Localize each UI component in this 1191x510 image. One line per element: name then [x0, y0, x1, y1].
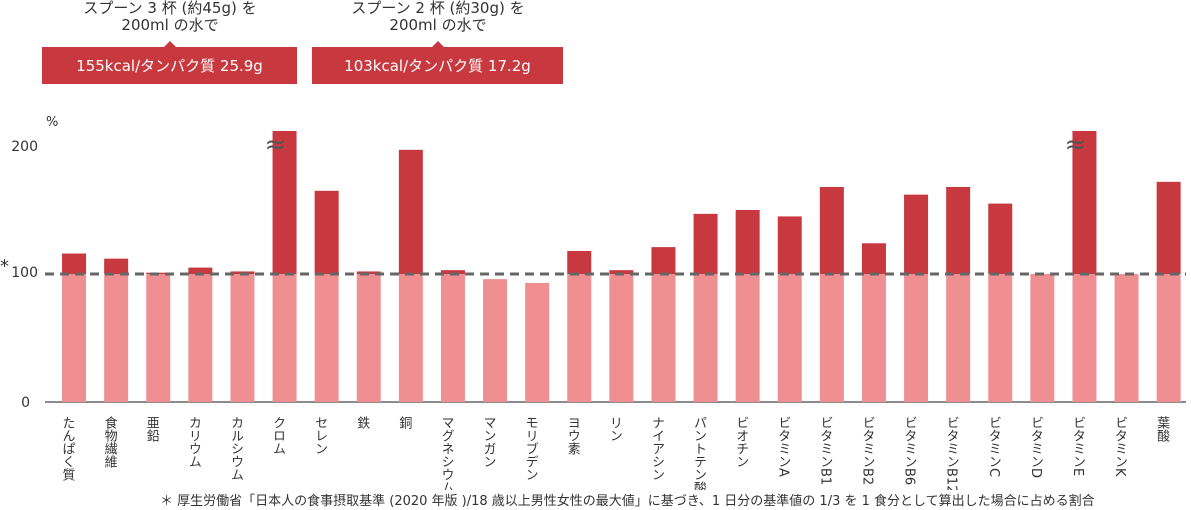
bar-excess-25	[1072, 131, 1097, 274]
category-label-8: 鉄	[354, 416, 370, 429]
bar-base-22	[946, 274, 971, 402]
category-label-1: たんぱく質	[60, 416, 76, 482]
category-label-5: カルシウム	[228, 416, 243, 481]
bar-base-11	[483, 279, 508, 402]
bar-base-10	[440, 274, 465, 402]
bar-excess-18	[777, 216, 802, 274]
bar-base-7	[314, 274, 339, 402]
caption-left-line2: 200ml の水で	[121, 16, 219, 34]
bar-base-25	[1072, 274, 1097, 402]
category-label-25: ビタミンE	[1070, 416, 1085, 476]
caption-right-value-badge: 103kcal/タンパク質 17.2g	[312, 41, 563, 84]
category-label-6: クロム	[270, 416, 285, 455]
bar-base-15	[651, 274, 676, 402]
caption-right-line1: スプーン 2 杯 (約30g) を	[351, 0, 525, 17]
bar-excess-23	[988, 203, 1013, 274]
bar-base-21	[904, 274, 929, 402]
bar-base-9	[398, 274, 423, 402]
category-label-16: パントテン酸	[691, 416, 707, 490]
bar-excess-27	[1156, 181, 1181, 274]
category-label-17: ビオチン	[733, 416, 748, 468]
bar-excess-17	[735, 210, 760, 274]
bar-base-6	[272, 274, 297, 402]
bar-excess-15	[651, 247, 676, 274]
axis-break-mark-6: ≈	[265, 130, 287, 160]
bar-excess-21	[904, 194, 929, 274]
bar-base-1	[62, 274, 87, 402]
bars-group: ≈ ≈	[62, 130, 1181, 402]
bar-base-24	[1030, 274, 1055, 402]
category-label-4: カリウム	[186, 416, 201, 468]
bar-excess-13	[567, 250, 592, 274]
bar-excess-9	[398, 149, 423, 274]
bar-excess-7	[314, 190, 339, 274]
bar-base-2	[104, 274, 129, 402]
bar-base-18	[777, 274, 802, 402]
category-label-9: 銅	[396, 416, 412, 429]
bar-base-16	[693, 274, 718, 402]
bar-excess-2	[104, 258, 129, 274]
caption-left-value-badge: 155kcal/タンパク質 25.9g	[42, 41, 297, 84]
footnote: ＊ 厚生労働省「日本人の食事摂取基準 (2020 年版 )/18 歳以上男性女性…	[160, 494, 1095, 509]
bar-excess-16	[693, 213, 718, 274]
bar-base-23	[988, 274, 1013, 402]
bar-excess-10	[440, 270, 465, 274]
category-label-19: ビタミンB1	[817, 416, 832, 485]
category-label-20: ビタミンB2	[859, 416, 874, 485]
bar-base-13	[567, 274, 592, 402]
category-label-22: ビタミンB12	[944, 416, 959, 490]
category-label-14: リン	[607, 416, 622, 442]
category-label-24: ビタミンD	[1028, 416, 1043, 478]
category-label-11: マンガン	[481, 416, 496, 468]
category-label-27: 葉酸	[1154, 416, 1170, 442]
bar-excess-22	[946, 186, 971, 274]
bar-base-12	[525, 282, 550, 402]
reference-asterisk: *	[0, 256, 9, 277]
y-tick-0: 0	[21, 395, 30, 411]
bar-excess-4	[188, 267, 213, 274]
bar-excess-20	[861, 243, 886, 274]
category-label-10: マグネシウム	[438, 416, 454, 490]
category-label-15: ナイアシン	[649, 416, 664, 481]
bar-excess-1	[62, 253, 87, 274]
category-label-21: ビタミンB6	[902, 416, 917, 485]
bar-base-4	[188, 274, 213, 402]
bar-base-5	[230, 274, 255, 402]
category-label-13: ヨウ素	[565, 416, 581, 455]
category-label-3: 亜鉛	[144, 416, 160, 442]
category-label-12: モリブデン	[523, 416, 538, 481]
bar-base-17	[735, 274, 760, 402]
category-label-7: セレン	[312, 416, 328, 455]
axis-break-mark-25: ≈	[1064, 130, 1086, 160]
category-label-23: ビタミンC	[986, 416, 1001, 477]
bar-base-8	[356, 274, 381, 402]
caption-right-line2: 200ml の水で	[389, 16, 487, 34]
category-labels: たんぱく質 食物繊維 亜鉛 カリウム カルシウム クロム セレン 鉄 銅 マグネシウム マンガン モリ…	[60, 415, 1170, 490]
nutrient-bar-chart: % 0 100 200 * ≈ ≈ たんぱく質 食物繊維 亜鉛 カリウム カルシウム クロム…	[0, 115, 1186, 490]
y-tick-100: 100	[11, 265, 38, 281]
bar-base-20	[861, 274, 886, 402]
bar-excess-19	[819, 186, 844, 274]
y-tick-200: 200	[11, 139, 38, 155]
bar-excess-14	[609, 270, 634, 274]
bar-base-14	[609, 274, 634, 402]
bar-excess-6	[272, 131, 297, 274]
y-axis-unit: %	[46, 115, 58, 130]
bar-base-26	[1114, 274, 1139, 402]
category-label-26: ビタミンK	[1112, 416, 1127, 477]
bar-base-19	[819, 274, 844, 402]
caption-left-line1: スプーン 3 杯 (約45g) を	[83, 0, 257, 17]
bar-base-27	[1156, 274, 1181, 402]
category-label-18: ビタミンA	[775, 416, 790, 477]
bar-base-3	[146, 274, 171, 402]
category-label-2: 食物繊維	[102, 415, 118, 468]
